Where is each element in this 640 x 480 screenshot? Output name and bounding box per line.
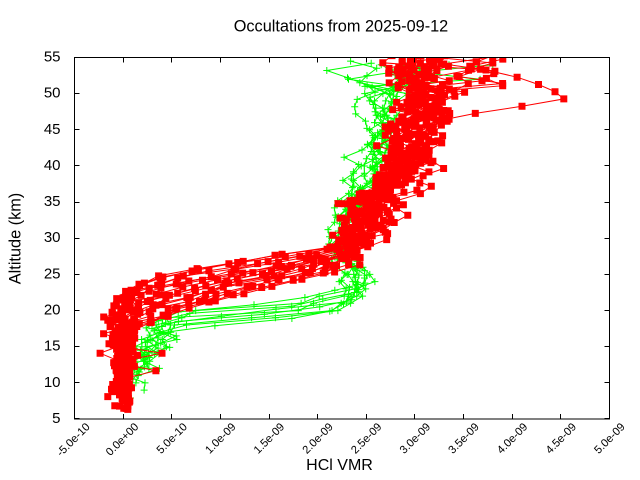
svg-text:5: 5	[52, 410, 60, 427]
svg-text:Altitude (km): Altitude (km)	[7, 193, 25, 284]
svg-text:25: 25	[44, 265, 61, 282]
svg-text:Occultations from 2025-09-12: Occultations from 2025-09-12	[234, 18, 448, 36]
svg-text:50: 50	[44, 85, 61, 102]
svg-text:30: 30	[44, 229, 61, 246]
svg-text:35: 35	[44, 193, 61, 210]
svg-text:10: 10	[44, 374, 61, 391]
svg-text:15: 15	[44, 338, 61, 355]
svg-text:45: 45	[44, 121, 61, 138]
svg-text:55: 55	[44, 49, 61, 66]
svg-text:HCl VMR: HCl VMR	[306, 457, 373, 474]
svg-text:20: 20	[44, 302, 61, 319]
svg-text:40: 40	[44, 157, 61, 174]
